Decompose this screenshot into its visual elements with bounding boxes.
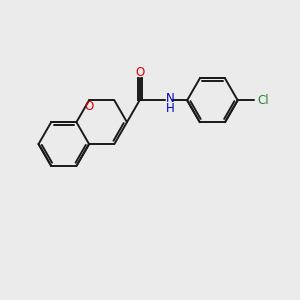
Text: H: H xyxy=(166,102,175,115)
Text: Cl: Cl xyxy=(257,94,269,107)
Text: O: O xyxy=(84,100,94,113)
Text: O: O xyxy=(135,66,144,79)
Text: N: N xyxy=(166,92,175,105)
